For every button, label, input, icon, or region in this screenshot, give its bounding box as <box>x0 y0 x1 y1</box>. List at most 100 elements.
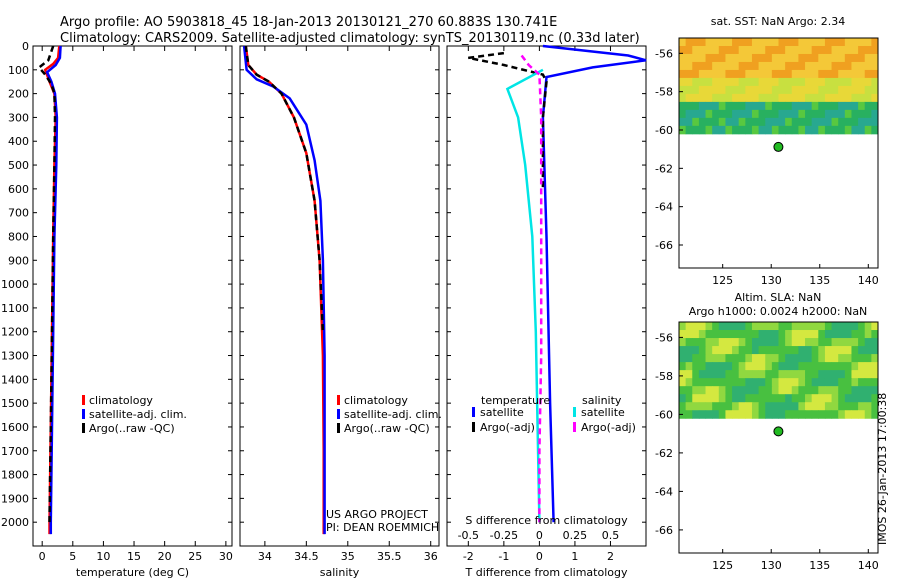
map-cell <box>738 322 746 331</box>
map-cell <box>751 346 760 355</box>
map-cell <box>765 346 773 355</box>
map-cell <box>871 93 879 103</box>
map-cell <box>778 322 786 331</box>
map-cell <box>765 101 773 111</box>
map-cell <box>798 354 806 363</box>
map-cell <box>818 93 826 103</box>
map-cell <box>679 386 687 395</box>
map-cell <box>698 378 707 387</box>
map-cell <box>679 109 687 119</box>
map-cell <box>725 101 733 111</box>
map-cell <box>844 410 852 419</box>
timestamp-stamp: IMOS 26-Jan-2013 17:00:38 <box>876 392 889 545</box>
map-cell <box>818 38 826 47</box>
map-cell <box>824 61 833 71</box>
map-cell <box>771 109 779 119</box>
map-cell <box>765 93 773 103</box>
series-line-difference-1 <box>468 51 548 189</box>
map-cell <box>851 45 859 55</box>
map-cell <box>798 410 806 419</box>
map-field-sla_map <box>679 322 879 419</box>
series-line-temperature-2 <box>37 45 57 523</box>
map-cell <box>791 346 799 355</box>
series-line-salinity-2 <box>244 45 325 332</box>
map-cell <box>751 330 760 339</box>
y-tick-label-depth: 1800 <box>1 469 29 482</box>
x-axis-label-difference: T difference from climatology <box>465 566 628 579</box>
map-cell <box>712 330 720 339</box>
map-cell <box>771 410 779 419</box>
legend-swatch-temperature <box>82 409 85 419</box>
map-cell <box>838 53 846 63</box>
map-cell <box>858 386 866 395</box>
map-cell <box>692 93 700 103</box>
map-cell <box>785 410 793 419</box>
map-cell <box>771 125 779 135</box>
map-cell <box>732 109 740 119</box>
map-cell <box>718 386 726 395</box>
map-cell <box>685 117 693 127</box>
map-cell <box>858 117 866 127</box>
map-cell <box>791 402 799 411</box>
map-cell <box>679 370 687 379</box>
map-cell <box>818 61 826 71</box>
map-cell <box>692 45 700 55</box>
map-cell <box>864 117 872 127</box>
legend-swatch-difference <box>472 422 475 432</box>
map-cell <box>685 386 693 395</box>
map-cell <box>858 394 866 403</box>
map-cell <box>871 410 879 419</box>
map-cell <box>871 77 879 87</box>
map-cell <box>738 330 746 339</box>
map-cell <box>805 370 813 379</box>
map-cell <box>679 61 687 71</box>
map-cell <box>738 338 746 347</box>
map-cell <box>864 125 872 135</box>
legend-heading-salinity: salinity <box>582 394 622 407</box>
map-cell <box>844 69 852 79</box>
map-cell <box>851 410 859 419</box>
map-cell <box>831 346 839 355</box>
map-cell <box>698 109 707 119</box>
map-cell <box>705 125 713 135</box>
map-cell <box>679 322 687 331</box>
map-cell <box>751 38 760 47</box>
map-cell <box>871 402 879 411</box>
map-cell <box>785 330 793 339</box>
map-cell <box>785 69 793 79</box>
x-tick-label-difference: 2 <box>607 550 614 563</box>
x-tick-label-top-difference: 0.5 <box>602 529 620 542</box>
map-cell <box>685 322 693 331</box>
map-cell <box>805 394 813 403</box>
map-cell <box>705 346 713 355</box>
map-cell <box>718 38 726 47</box>
map-cell <box>771 77 779 87</box>
map-cell <box>785 354 793 363</box>
map-cell <box>818 346 826 355</box>
map-cell <box>758 69 766 79</box>
map-cell <box>738 77 746 87</box>
map-cell <box>692 125 700 135</box>
map-cell <box>692 394 700 403</box>
map-cell <box>824 322 833 331</box>
legend-swatch-difference <box>573 407 576 417</box>
map-cell <box>685 85 693 95</box>
map-cell <box>745 330 753 339</box>
map-y-tick-label-sst_map: -62 <box>655 162 673 175</box>
map-cell <box>831 101 839 111</box>
map-cell <box>838 402 846 411</box>
map-cell <box>765 125 773 135</box>
map-cell <box>778 117 786 127</box>
map-cell <box>765 410 773 419</box>
map-cell <box>838 85 846 95</box>
map-cell <box>732 378 740 387</box>
legend-swatch-salinity <box>337 395 340 405</box>
map-cell <box>864 378 872 387</box>
x-tick-label-top-difference: 0.25 <box>563 529 588 542</box>
map-cell <box>751 109 760 119</box>
map-cell <box>864 109 872 119</box>
map-cell <box>698 402 707 411</box>
map-cell <box>705 338 713 347</box>
map-cell <box>778 362 786 371</box>
map-cell <box>751 322 760 331</box>
